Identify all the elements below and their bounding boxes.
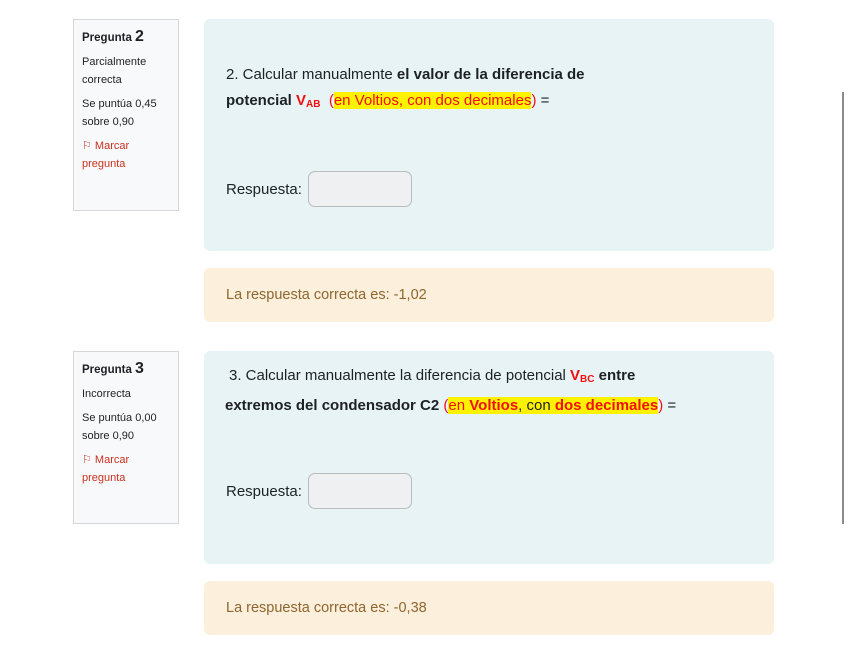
question-text-segment: Voltios (469, 397, 519, 414)
question-info-3: Pregunta 3 Incorrecta Se puntúa 0,00 sob… (73, 351, 179, 524)
question-text-segment: el valor de la diferencia de (396, 66, 585, 83)
question-text-segment: extremos del condensador C2 (225, 397, 444, 414)
question-text-segment: = (536, 92, 550, 109)
scrollbar[interactable] (842, 92, 844, 524)
flag-question-link[interactable]: ⚐ Marcar pregunta (82, 140, 130, 170)
question-text: 2. Calcular manualmente el valor de la d… (226, 66, 585, 110)
question-state: Parcialmente correcta (82, 56, 147, 86)
answer-row: Respuesta: (226, 473, 412, 509)
question-text-segment: ) (658, 397, 664, 414)
question-grade: Se puntúa 0,45 sobre 0,90 (82, 98, 157, 128)
answer-label: Respuesta: (226, 482, 302, 500)
question-text-segment: en Voltios, con dos decimales (333, 92, 532, 109)
answer-input[interactable] (307, 473, 412, 509)
question-text-segment: ( (443, 397, 449, 414)
answer-input[interactable] (307, 171, 412, 207)
question-text-segment: 2. Calcular manualmente (226, 66, 397, 83)
question-text-segment: ) (531, 92, 537, 109)
question-number: Pregunta 3 (82, 360, 144, 377)
question-number: Pregunta 2 (82, 28, 144, 45)
answer-label: Respuesta: (226, 180, 302, 198)
correct-answer-feedback: La respuesta correcta es: -1,02 (204, 268, 774, 322)
question-text-segment: , con (518, 397, 555, 414)
question-state: Incorrecta (82, 388, 131, 400)
question-text-segment: en (448, 397, 470, 414)
question-text: 3. Calcular manualmente la diferencia de… (225, 367, 677, 414)
question-grade: Se puntúa 0,00 sobre 0,90 (82, 412, 157, 442)
flag-icon: ⚐ (82, 454, 95, 466)
question-text-segment: = (663, 397, 677, 414)
question-content-2: 2. Calcular manualmente el valor de la d… (204, 19, 774, 251)
correct-answer-feedback: La respuesta correcta es: -0,38 (204, 581, 774, 635)
question-text-segment: dos decimales (554, 397, 659, 414)
question-content-3: 3. Calcular manualmente la diferencia de… (204, 351, 774, 564)
flag-icon: ⚐ (82, 140, 95, 152)
answer-row: Respuesta: (226, 171, 412, 207)
question-text-segment: ( (328, 92, 334, 109)
question-info-2: Pregunta 2 Parcialmente correcta Se punt… (73, 19, 179, 211)
flag-question-link[interactable]: ⚐ Marcar pregunta (82, 454, 130, 484)
